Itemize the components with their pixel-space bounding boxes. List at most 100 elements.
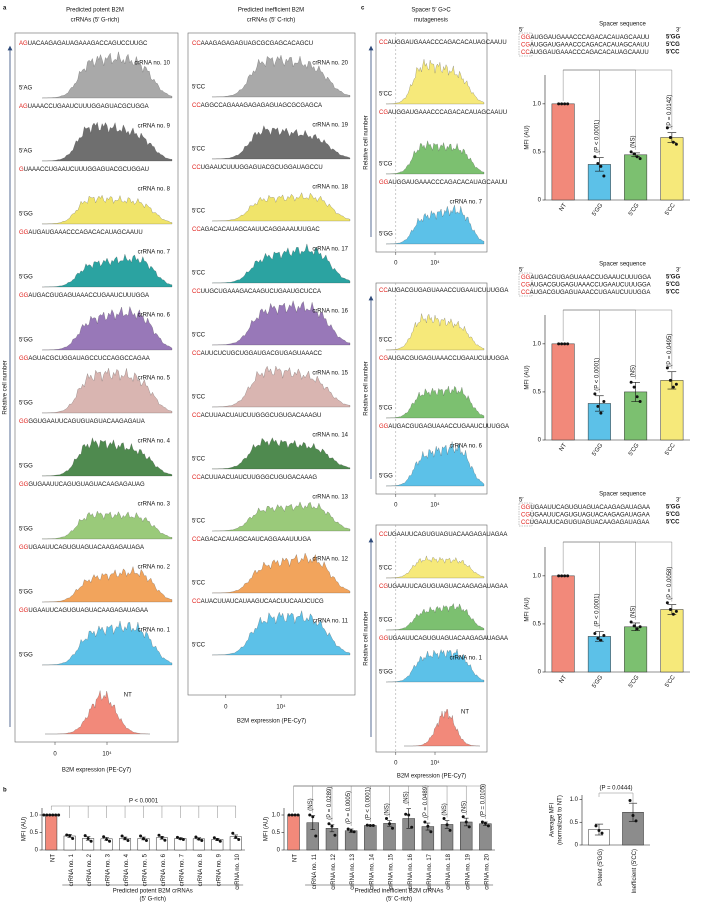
- sequence-text: CCACUUAACUAUCUUGGGCUGUGACAAAG: [192, 475, 317, 481]
- y-tick-label: 1.0: [570, 797, 579, 803]
- row-tag: 5′CC: [192, 147, 206, 153]
- row-tag: 5′CC: [192, 643, 206, 649]
- y-axis-label: Relative cell number: [364, 611, 370, 665]
- data-point: [566, 102, 570, 106]
- x-tick-label: crRNA no. 13: [350, 853, 356, 889]
- row-label: crRNA no. 9: [138, 124, 171, 130]
- y-tick-label: 1.0: [533, 101, 542, 107]
- data-point: [638, 157, 642, 161]
- sequence-prefix: AG: [19, 104, 28, 110]
- row-tag: 5′GG: [379, 474, 393, 480]
- data-point: [371, 824, 375, 827]
- sequence: AUGGAUGAAACCCAGACACAUAGCAAUU: [530, 35, 649, 41]
- sequence-prefix: GG: [19, 419, 29, 425]
- row-label: crRNA no. 7: [138, 250, 171, 256]
- x-tick-label: 5′CC: [664, 442, 677, 457]
- data-point: [635, 155, 639, 159]
- sequence-prefix: GG: [521, 505, 531, 511]
- histogram: [386, 602, 485, 631]
- sequence-prefix: CG: [521, 512, 530, 518]
- data-point: [365, 823, 369, 827]
- sequence: AGACACAUAGCAAUUCAGGAAAUUUGAC: [201, 227, 321, 233]
- spacer-end: 5′: [519, 268, 524, 274]
- row-label: crRNA no. 1: [138, 628, 171, 634]
- sequence: ACUUAACUAUCUUGGGCUGUGACAAAG: [201, 475, 318, 481]
- row-label: crRNA no. 8: [138, 187, 171, 193]
- histogram: [212, 501, 351, 532]
- data-point: [593, 632, 597, 636]
- sequence-text: GGUGAAUUCAGUGUAGUACAAGAGAUAGA: [19, 545, 144, 551]
- x-tick-label: 5′CG: [628, 674, 641, 689]
- data-point: [560, 574, 564, 578]
- sequence-text: GGGUGAAUUCAGUGUAGUACAAGAGAUAG: [19, 482, 145, 488]
- histogram: [211, 125, 351, 160]
- data-point: [635, 627, 639, 631]
- data-point: [566, 342, 570, 346]
- data-point: [237, 838, 241, 841]
- data-point: [45, 813, 49, 817]
- x-axis-label: Predicted inefficient B2M crRNAs: [355, 889, 444, 895]
- x-axis-label: B2M expression (PE-Cy7): [397, 774, 466, 780]
- row-tag: 5′CC: [192, 333, 206, 339]
- y-tick-label: 0: [575, 843, 579, 849]
- sequence-text: CGAUGGAUGAAACCCAGACACAUAGCAAUU: [379, 110, 507, 116]
- sequence-prefix: CG: [379, 356, 388, 362]
- row-tag: 5′GG: [379, 670, 393, 676]
- sequence: UAAACCUGAAUCUUUGGAGUACGCUGGA: [28, 104, 149, 110]
- x-tick-label: 0: [224, 705, 228, 711]
- x-tick-label: crRNA no. 6: [161, 853, 167, 886]
- annotation: (P < 0.0001): [594, 358, 600, 391]
- sequence-prefix: CC: [192, 351, 201, 357]
- data-point: [71, 836, 75, 840]
- data-point: [628, 798, 632, 802]
- data-point: [231, 831, 235, 835]
- data-point: [404, 812, 408, 816]
- sequence-text: GGAUGAUGAAACCCAGACACAUAGCAAUU: [19, 230, 143, 236]
- x-tick-label: 5′GG: [591, 442, 604, 457]
- row-label: crRNA no. 18: [312, 185, 348, 191]
- sequence-prefix: GG: [19, 545, 29, 551]
- x-tick-label: 10⁴: [430, 502, 440, 509]
- row-tag: 5′CC: [379, 92, 393, 98]
- sequence-prefix: CG: [379, 584, 388, 590]
- data-point: [54, 813, 58, 817]
- spacer-end: 3′: [676, 268, 681, 274]
- data-point: [51, 813, 55, 817]
- annotation: (P = 0.0444): [599, 786, 632, 792]
- row-tag: 5′GG: [19, 527, 33, 533]
- data-point: [671, 385, 675, 389]
- y-tick-label: 1.0: [30, 813, 39, 819]
- row-label: crRNA no. 7: [450, 200, 483, 206]
- data-point: [352, 830, 356, 834]
- histogram: [41, 305, 173, 351]
- annotation: (P = 0.0495): [667, 334, 673, 367]
- data-point: [665, 601, 669, 605]
- data-point: [665, 366, 669, 370]
- sequence-text: CCUGAAUCUUUGGAGUACGCUGGAUAGCCU: [192, 165, 323, 171]
- data-point: [597, 828, 601, 832]
- bar: [551, 103, 575, 201]
- data-point: [599, 164, 603, 168]
- histogram: [41, 510, 173, 540]
- sequence-text: CCAAAGAGAGAGUAGCGCGAGCACAGCU: [192, 41, 313, 47]
- sequence-text: GGUGAAUUCAGUGUAGUACAAGAGAUAGAA: [19, 608, 148, 614]
- sequence-prefix: GG: [19, 482, 29, 488]
- sequence-prefix: GG: [379, 636, 389, 642]
- sequence: UAAACCUGAAUCUUUGGAGUACGCUGGAU: [24, 167, 149, 173]
- annotation: (NS): [631, 136, 637, 148]
- sequence-text: CCAUUCUCUGCUGGAUGACGUGAGUAAACC: [192, 351, 323, 357]
- data-point: [599, 638, 603, 642]
- data-point: [480, 820, 484, 824]
- sequence-text: CCACUUAACUAUCUUGGGCUGUGACAAAGU: [192, 413, 321, 419]
- sequence-prefix: CC: [521, 290, 530, 296]
- sequence: ACUUAACUAUCUUGGGCUGUGACAAAGU: [201, 413, 322, 419]
- sequence: UGAAUUCAGUGUAGUACAAGAGAUAGAA: [388, 636, 508, 642]
- sequence-prefix: GG: [521, 275, 531, 281]
- data-point: [486, 824, 490, 828]
- data-point: [212, 836, 216, 840]
- sequence-text: CCAGACACAUAGCAAUUCAGGAAAUUUGAC: [192, 227, 320, 233]
- spacer-tag: 5′CC: [666, 290, 680, 296]
- data-point: [596, 161, 600, 165]
- y-tick-label: 0.5: [570, 820, 579, 826]
- sequence-prefix: CC: [192, 289, 201, 295]
